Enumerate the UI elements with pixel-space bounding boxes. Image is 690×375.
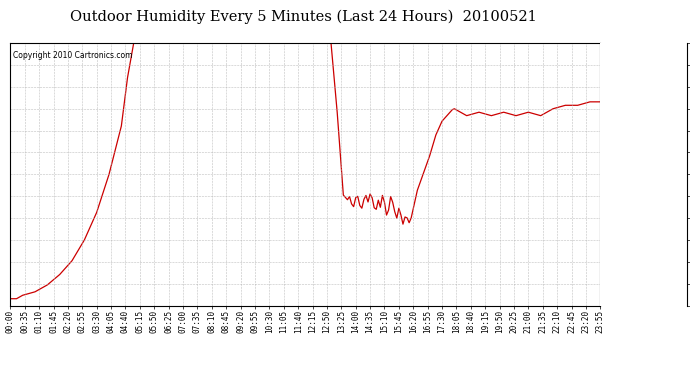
- Text: Copyright 2010 Cartronics.com: Copyright 2010 Cartronics.com: [13, 51, 132, 60]
- Text: Outdoor Humidity Every 5 Minutes (Last 24 Hours)  20100521: Outdoor Humidity Every 5 Minutes (Last 2…: [70, 9, 537, 24]
